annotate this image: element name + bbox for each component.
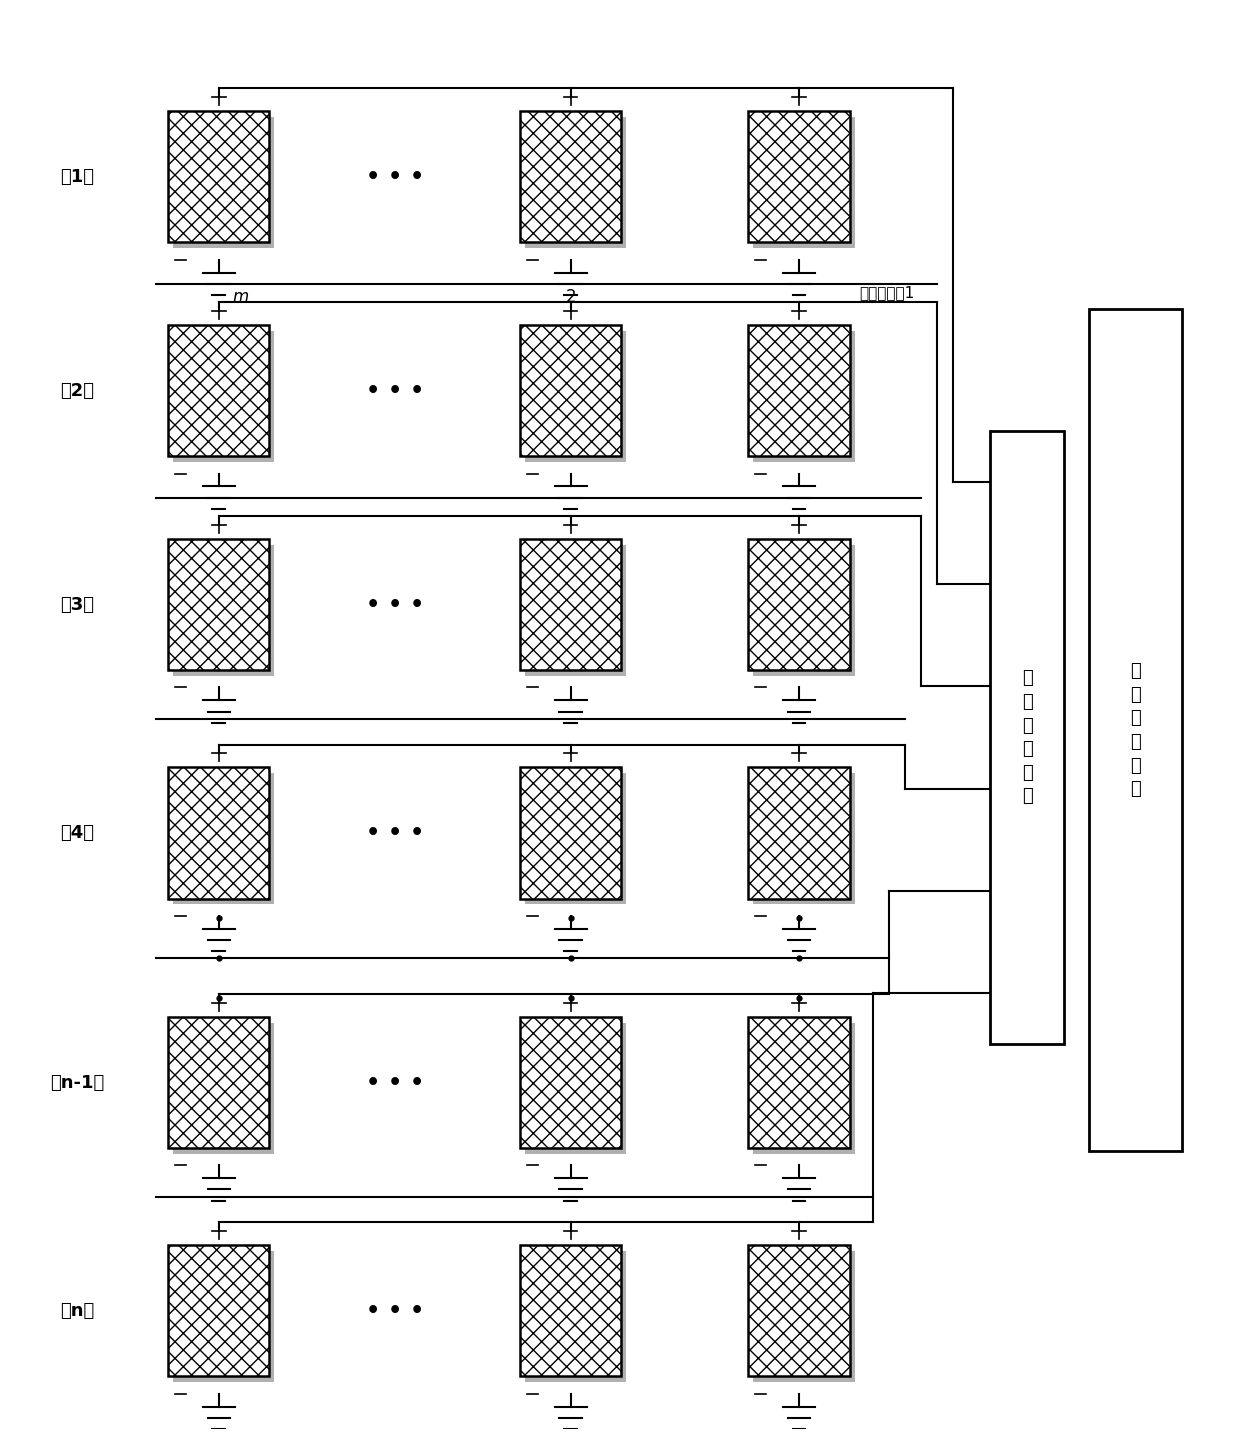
Bar	[525, 1022, 626, 1154]
Bar	[174, 773, 274, 904]
Text: • • •: • • •	[366, 823, 424, 843]
Bar	[749, 1017, 849, 1148]
Bar	[754, 544, 854, 676]
Bar	[169, 1246, 269, 1376]
Text: 冲
击
监
测
系
统: 冲 击 监 测 系 统	[1130, 662, 1141, 798]
Bar	[520, 1246, 621, 1376]
Text: 2: 2	[565, 288, 575, 306]
Text: 数
据
采
集
通
道: 数 据 采 集 通 道	[1022, 669, 1033, 805]
Bar	[754, 1022, 854, 1154]
Bar	[749, 538, 849, 670]
Text: • • •: • • •	[366, 594, 424, 614]
Bar	[520, 112, 621, 242]
Text: 压电传感器1: 压电传感器1	[859, 285, 915, 301]
Bar	[754, 1252, 854, 1382]
Bar	[520, 768, 621, 899]
Bar	[749, 1246, 849, 1376]
Bar	[749, 325, 849, 457]
Bar	[169, 112, 269, 242]
Bar	[525, 544, 626, 676]
Text: 第1行: 第1行	[60, 168, 94, 186]
Bar	[169, 1017, 269, 1148]
Bar	[749, 112, 849, 242]
Text: • • •: • • •	[366, 1073, 424, 1093]
Bar	[525, 331, 626, 463]
Bar	[520, 538, 621, 670]
Text: 第n行: 第n行	[60, 1302, 94, 1320]
Bar	[525, 117, 626, 248]
Bar	[525, 773, 626, 904]
Text: 第2行: 第2行	[60, 382, 94, 400]
Bar	[991, 431, 1064, 1044]
Bar	[169, 768, 269, 899]
Bar	[754, 117, 854, 248]
Bar	[520, 325, 621, 457]
Text: 第3行: 第3行	[60, 596, 94, 614]
Bar	[174, 1022, 274, 1154]
Bar	[749, 768, 849, 899]
Text: 第4行: 第4行	[60, 823, 94, 842]
Bar	[169, 538, 269, 670]
Text: • • •: • • •	[366, 381, 424, 401]
Bar	[754, 331, 854, 463]
Text: 第n-1行: 第n-1行	[50, 1074, 104, 1091]
Bar	[525, 1252, 626, 1382]
Bar	[174, 544, 274, 676]
Text: • • •: • • •	[366, 1300, 424, 1320]
Bar	[174, 1252, 274, 1382]
Bar	[520, 1017, 621, 1148]
Bar	[754, 773, 854, 904]
Text: • • •: • • •	[366, 166, 424, 186]
Bar	[174, 331, 274, 463]
Bar	[169, 325, 269, 457]
Bar	[174, 117, 274, 248]
Bar	[1089, 309, 1182, 1151]
Text: $m$: $m$	[232, 288, 249, 306]
